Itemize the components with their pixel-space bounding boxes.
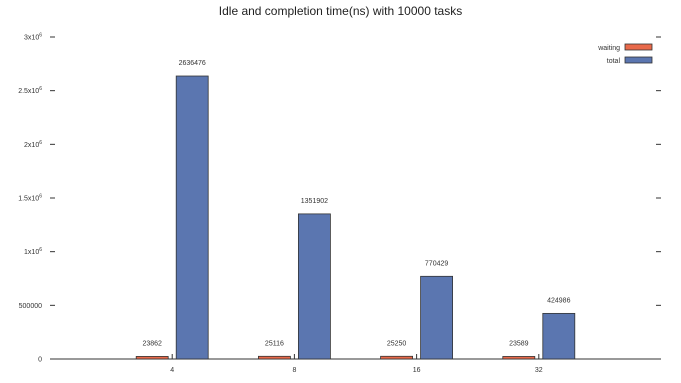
bar-total	[297, 213, 331, 360]
legend-swatch-total	[624, 56, 653, 64]
x-tick-label: 4	[170, 367, 174, 374]
legend-label-total: total	[607, 58, 621, 65]
data-label-waiting: 25116	[265, 340, 284, 347]
data-labels: 23862 2636476 25116 1351902 25250 770429 23589…	[142, 60, 570, 347]
y-tick-label: 1x106	[24, 247, 42, 256]
data-label-waiting: 25250	[387, 340, 407, 347]
data-label-total: 424986	[547, 297, 570, 304]
y-tick-label: 0	[38, 357, 42, 364]
data-label-waiting: 23862	[142, 340, 162, 347]
x-tick-label: 16	[413, 367, 421, 374]
y-tick-label: 1.5x106	[18, 194, 42, 203]
data-label-total: 1351902	[301, 198, 328, 205]
chart-title: Idle and completion time(ns) with 10000 …	[219, 4, 462, 18]
legend-swatch-waiting	[624, 43, 653, 51]
legend: waiting total	[597, 43, 653, 65]
y-tick-label: 2x106	[24, 140, 42, 149]
y-tick-label: 500000	[19, 303, 42, 310]
data-label-total: 2636476	[179, 60, 206, 67]
data-label-total: 770429	[425, 260, 448, 267]
y-tick-label: 2.5x106	[18, 86, 42, 95]
bar-total	[542, 312, 576, 360]
bar-total	[175, 75, 209, 360]
x-tick-label: 32	[535, 367, 543, 374]
data-label-waiting: 23589	[509, 340, 529, 347]
x-tick-label: 8	[292, 367, 296, 374]
bars	[135, 75, 576, 360]
bar-waiting	[257, 355, 291, 360]
bar-waiting	[502, 356, 536, 360]
legend-label-waiting: waiting	[597, 45, 620, 52]
y-tick-label: 3x106	[24, 33, 42, 42]
bar-total	[420, 275, 454, 360]
bar-waiting	[135, 356, 169, 360]
bar-waiting	[380, 355, 414, 360]
